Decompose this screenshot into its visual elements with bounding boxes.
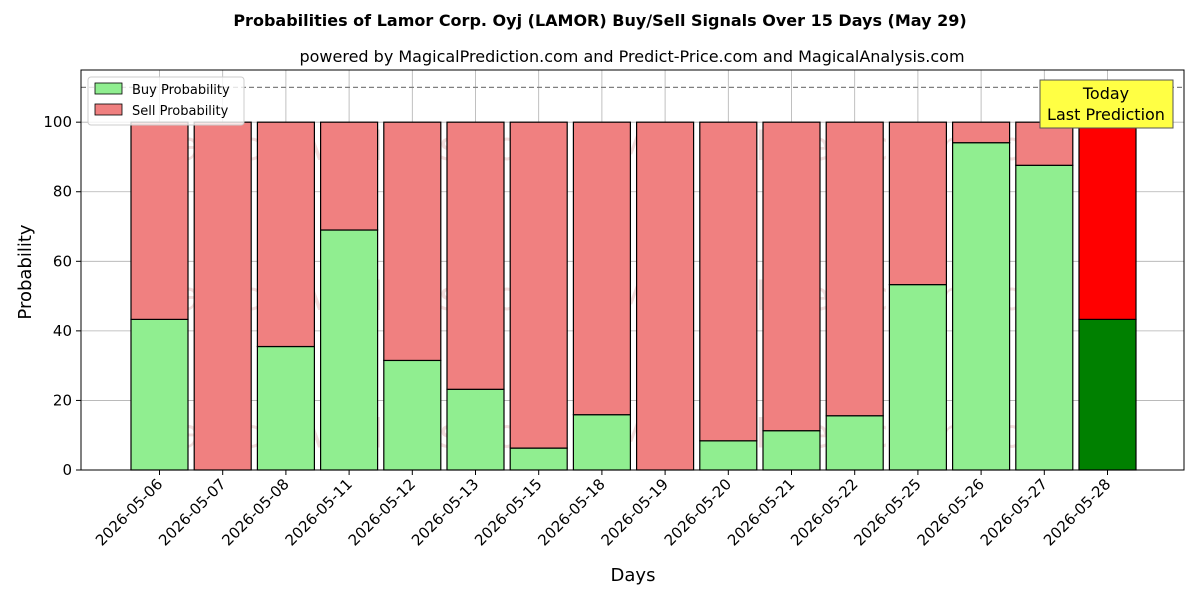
bar-sell	[320, 121, 379, 231]
x-tick-label: 2026-05-07	[155, 475, 229, 549]
x-tick-label: 2026-05-12	[345, 475, 419, 549]
x-tick-label: 2026-05-21	[724, 475, 798, 549]
y-tick-label: 80	[53, 183, 72, 201]
x-tick-label: 2026-05-22	[787, 475, 861, 549]
bar-sell	[446, 121, 505, 390]
bar-buy	[572, 414, 632, 471]
legend-box	[87, 76, 245, 126]
x-axis: 2026-05-062026-05-072026-05-082026-05-11…	[92, 470, 1114, 549]
y-tick-label: 60	[53, 252, 72, 270]
x-tick-label: 2026-05-08	[218, 475, 292, 549]
y-axis: 0 20 40 60 80 100	[43, 113, 81, 479]
bar-sell	[130, 121, 189, 320]
legend-label-buy: Buy Probability	[132, 83, 230, 98]
bar-sell	[762, 121, 821, 432]
bars	[130, 121, 1137, 471]
bar-sell	[1078, 121, 1137, 320]
bar-buy	[1015, 164, 1074, 471]
annotation-line-2: Last Prediction	[1047, 105, 1165, 124]
chart-title: Probabilities of Lamor Corp. Oyj (LAMOR)…	[233, 11, 966, 30]
y-tick-label: 0	[62, 461, 72, 479]
x-tick-label: 2026-05-28	[1040, 475, 1114, 549]
annotation-line-1: Today	[1082, 84, 1129, 103]
x-tick-label: 2026-05-20	[661, 475, 735, 549]
bar-sell	[1015, 121, 1074, 166]
x-tick-label: 2026-05-26	[914, 475, 988, 549]
bar-sell	[572, 121, 632, 416]
chart-subtitle: powered by MagicalPrediction.com and Pre…	[299, 47, 964, 66]
bar-sell	[699, 121, 758, 442]
bar-sell	[951, 121, 1011, 144]
today-annotation: Today Last Prediction	[1039, 79, 1174, 129]
x-axis-label: Days	[611, 565, 656, 586]
x-tick-label: 2026-05-18	[534, 475, 608, 549]
x-tick-label: 2026-05-27	[977, 475, 1051, 549]
annotation-box	[1039, 79, 1174, 129]
bar-buy	[446, 388, 505, 471]
bar-buy	[825, 415, 884, 471]
plot-frame	[80, 69, 1185, 471]
bar-sell	[383, 121, 442, 362]
bar-sell	[509, 121, 568, 449]
y-tick-label: 100	[43, 113, 72, 131]
bar-buy	[383, 359, 442, 471]
legend-label-sell: Sell Probability	[132, 104, 229, 119]
bar-buy	[130, 318, 189, 471]
y-tick-label: 20	[53, 391, 72, 409]
bar-buy	[951, 142, 1011, 471]
bar-buy	[320, 229, 379, 471]
x-tick-label: 2026-05-19	[598, 475, 672, 549]
bar-sell	[888, 121, 948, 286]
y-axis-label: Probability	[15, 224, 36, 319]
bar-sell	[635, 121, 695, 471]
bar-sell	[256, 121, 315, 348]
x-tick-label: 2026-05-06	[92, 475, 166, 549]
bar-sell	[825, 121, 884, 417]
bar-buy	[509, 447, 568, 471]
x-tick-label: 2026-05-25	[850, 475, 924, 549]
bar-buy	[888, 284, 948, 471]
bar-buy	[762, 430, 821, 471]
bar-buy	[256, 345, 315, 471]
legend-swatch-buy	[94, 82, 123, 95]
x-tick-label: 2026-05-13	[408, 475, 482, 549]
bar-buy	[1078, 318, 1137, 471]
x-tick-label: 2026-05-11	[282, 475, 356, 549]
legend: Buy Probability Sell Probability	[87, 76, 245, 126]
x-tick-label: 2026-05-15	[471, 475, 545, 549]
legend-swatch-sell	[94, 103, 123, 116]
bar-buy	[699, 440, 758, 471]
bar-sell	[193, 121, 252, 471]
y-tick-label: 40	[53, 322, 72, 340]
